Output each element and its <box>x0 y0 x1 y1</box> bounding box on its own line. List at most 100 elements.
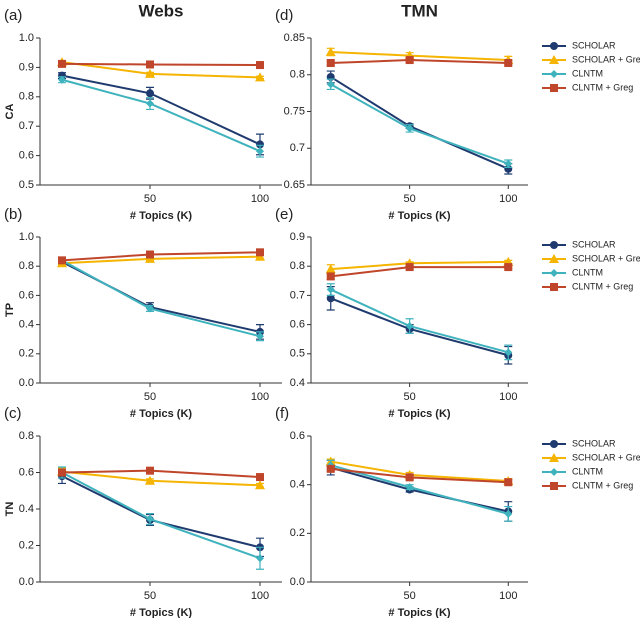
marker <box>326 80 335 89</box>
legend-label: SCHOLAR <box>572 239 616 249</box>
y-tick-label: 1.0 <box>19 32 34 44</box>
marker <box>256 248 264 257</box>
marker <box>405 124 414 133</box>
marker <box>256 554 264 563</box>
marker <box>58 59 66 68</box>
marker <box>405 322 414 331</box>
legend-label: SCHOLAR + Greg <box>572 54 640 64</box>
y-tick-label: 0.8 <box>19 430 34 442</box>
marker <box>58 256 66 265</box>
marker <box>549 453 559 462</box>
x-tick-label: 100 <box>499 590 517 602</box>
legend-label: CLNTM <box>572 68 603 78</box>
marker <box>504 509 513 518</box>
y-tick-label: 0.2 <box>290 527 305 539</box>
y-tick-label: 0.6 <box>19 289 34 301</box>
marker <box>549 55 559 64</box>
panel-label: (a) <box>4 7 22 24</box>
panel-label: (e) <box>275 206 293 223</box>
y-tick-label: 0.0 <box>290 576 305 588</box>
x-tick-label: 50 <box>404 193 416 205</box>
legend-label: SCHOLAR + Greg <box>572 253 640 263</box>
legend-label: SCHOLAR <box>572 438 616 448</box>
marker <box>326 58 335 67</box>
y-tick-label: 0.4 <box>290 479 305 491</box>
marker <box>550 440 558 448</box>
marker <box>326 285 335 294</box>
y-tick-label: 0.7 <box>290 289 305 301</box>
marker <box>325 264 336 274</box>
x-tick-label: 50 <box>144 193 156 205</box>
marker <box>325 46 336 56</box>
legend-label: SCHOLAR <box>572 40 616 50</box>
marker <box>504 478 513 487</box>
marker <box>504 159 513 168</box>
marker <box>326 294 335 303</box>
x-tick-label: 100 <box>251 590 269 602</box>
marker <box>256 140 264 149</box>
legend-label: CLNTM + Greg <box>572 281 633 291</box>
y-tick-label: 0.2 <box>19 348 34 360</box>
marker <box>405 263 414 272</box>
marker <box>256 61 264 70</box>
marker <box>405 473 414 482</box>
y-tick-label: 0.8 <box>290 69 305 81</box>
x-tick-label: 50 <box>404 391 416 403</box>
marker <box>405 56 414 65</box>
marker <box>550 84 558 92</box>
marker <box>550 42 558 50</box>
y-tick-label: 0.2 <box>19 539 34 551</box>
y-tick-label: 0.8 <box>19 260 34 272</box>
marker <box>549 254 559 263</box>
marker <box>326 464 335 473</box>
y-tick-label: 0.6 <box>290 430 305 442</box>
marker <box>256 147 264 156</box>
y-tick-label: 1.0 <box>19 231 34 243</box>
x-axis-label: # Topics (K) <box>130 408 192 420</box>
series-line <box>330 288 509 354</box>
marker <box>405 483 414 492</box>
y-tick-label: 0.8 <box>19 91 34 103</box>
y-axis-label: TP <box>4 303 16 317</box>
y-axis-label: TN <box>4 502 16 517</box>
series-line <box>61 471 261 560</box>
series-line <box>61 475 261 549</box>
marker <box>550 241 558 249</box>
marker <box>255 480 265 490</box>
x-axis-label: # Topics (K) <box>388 210 450 222</box>
marker <box>146 466 154 475</box>
y-tick-label: 0.7 <box>19 120 34 132</box>
series-line <box>330 266 509 278</box>
marker <box>550 468 558 476</box>
x-axis-label: # Topics (K) <box>130 607 192 618</box>
y-tick-label: 0.6 <box>290 319 305 331</box>
legend-label: CLNTM + Greg <box>572 82 633 92</box>
marker <box>146 99 154 108</box>
marker <box>504 263 513 272</box>
series-line <box>61 62 261 67</box>
series-line <box>61 74 261 146</box>
marker <box>145 68 155 78</box>
marker <box>146 304 154 313</box>
marker <box>504 58 513 67</box>
y-tick-label: 0.85 <box>284 32 305 44</box>
x-axis-label: # Topics (K) <box>388 607 450 618</box>
y-tick-label: 0.7 <box>290 142 305 154</box>
legend-label: CLNTM <box>572 466 603 476</box>
panel-title: Webs <box>138 1 183 20</box>
x-tick-label: 100 <box>251 391 269 403</box>
series-line <box>330 83 509 165</box>
y-tick-label: 0.0 <box>19 576 34 588</box>
marker <box>58 468 66 477</box>
x-tick-label: 50 <box>144 590 156 602</box>
legend-label: CLNTM <box>572 267 603 277</box>
y-tick-label: 0.4 <box>290 377 305 389</box>
y-tick-label: 0.6 <box>19 150 34 162</box>
series-line <box>330 297 509 357</box>
x-tick-label: 100 <box>499 193 517 205</box>
marker <box>256 473 264 482</box>
y-tick-label: 0.4 <box>19 319 34 331</box>
y-tick-label: 0.9 <box>290 231 305 243</box>
